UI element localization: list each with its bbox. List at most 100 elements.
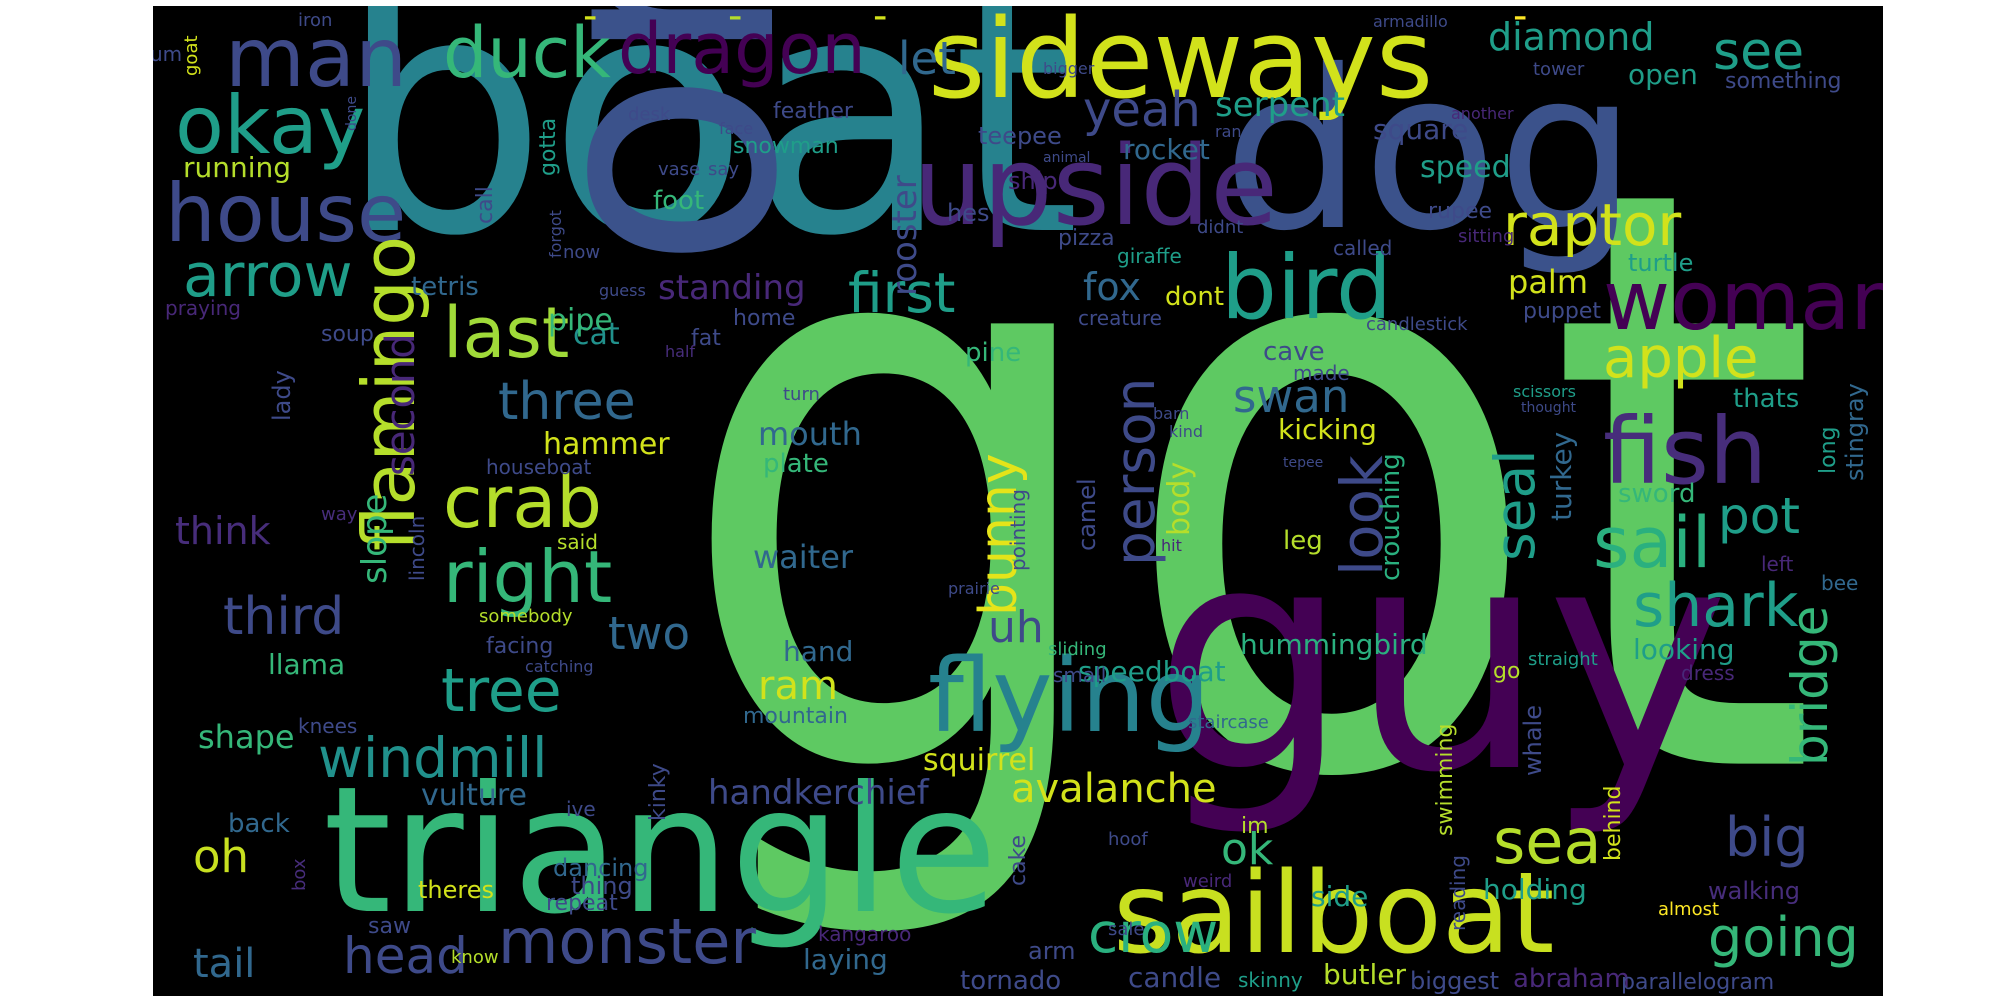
word-head: head [343, 927, 468, 985]
word-shape: shape [198, 718, 295, 756]
word-walking: walking [1708, 877, 1801, 905]
word-animal: animal [1043, 150, 1091, 166]
word-ok: ok [1221, 824, 1274, 875]
word-bee: bee [1821, 571, 1859, 595]
word-thats: thats [1733, 384, 1800, 414]
word-upside: upside [913, 122, 1278, 250]
word-way: way [321, 504, 358, 525]
word-swan: swan [1233, 370, 1350, 423]
word-something: something [1725, 69, 1842, 94]
word-skinny: skinny [1238, 968, 1303, 992]
word-staircase: staircase [1188, 712, 1269, 733]
word-sale: sale [1108, 919, 1145, 940]
word-see: see [1713, 22, 1805, 82]
word-apple: apple [1603, 326, 1759, 391]
word-shark: shark [1633, 571, 1799, 641]
word-butler: butler [1323, 958, 1407, 991]
word-box: box [289, 858, 310, 891]
word-houseboat: houseboat [486, 455, 592, 479]
word-triangle: triangle [323, 750, 998, 953]
word-diamond: diamond [1488, 15, 1655, 59]
word-sideways: sideways [928, 6, 1434, 123]
word-scissors: scissors [1513, 382, 1576, 401]
word-fat: fat [691, 326, 721, 351]
word-repeat: repeat [546, 891, 618, 916]
word-now: now [563, 242, 601, 263]
word-pointing: pointing [1006, 489, 1030, 571]
word-catching: catching [525, 657, 594, 676]
word-saw: saw [368, 914, 411, 939]
word-vase: vase [658, 159, 701, 180]
word-crab: crab [443, 460, 603, 544]
word-half: half [665, 342, 696, 361]
word-dress: dress [1681, 661, 1735, 685]
word-dragon: dragon [618, 8, 866, 90]
word-goat: goat [181, 35, 202, 76]
word-woman: woman [1603, 254, 1883, 349]
word-teepee: teepee [978, 122, 1062, 150]
word-crouching: crouching [1376, 453, 1406, 581]
word-hand: hand [783, 635, 854, 668]
word-hammer: hammer [543, 427, 670, 462]
word-holding: holding [1483, 873, 1587, 906]
word-tepee: tepee [1283, 455, 1324, 471]
word-arrow: arrow [183, 241, 353, 311]
word-cake: cake [1006, 834, 1031, 886]
word-feather: feather [773, 99, 853, 124]
word-sailboat: sailboat [1113, 849, 1555, 979]
word-um: um [153, 42, 183, 66]
word-speedboat: speedboat [1078, 655, 1226, 688]
word-say: say [708, 159, 740, 180]
word-call: call [473, 186, 498, 224]
word-swimming: swimming [1433, 723, 1458, 836]
word-foot: foot [653, 186, 705, 216]
word-okay: okay [175, 79, 366, 172]
word-hes: hes [947, 199, 990, 227]
word-slope: slope [355, 493, 395, 584]
word-another: another [1451, 104, 1514, 123]
word-mouth: mouth [758, 415, 862, 453]
word-kinky: kinky [646, 763, 671, 821]
word-done: done [344, 96, 360, 131]
word-last: last [443, 292, 570, 374]
word-kind: kind [1169, 422, 1204, 441]
word-candlestick: candlestick [1366, 314, 1468, 335]
word-looking: looking [1633, 633, 1735, 666]
word-big: big [1725, 806, 1809, 869]
word-pipe: pipe [548, 303, 613, 338]
word-somebody: somebody [479, 606, 573, 627]
word-waiter: waiter [753, 538, 854, 576]
word-thought: thought [1521, 400, 1577, 416]
word-made: made [1293, 361, 1350, 385]
word-squirrel: squirrel [923, 743, 1036, 778]
word-leg: leg [1283, 526, 1323, 556]
word-behind: behind [1601, 785, 1626, 861]
word-hummingbird: hummingbird [1240, 628, 1428, 661]
word-hit: hit [1161, 536, 1182, 555]
word-running: running [183, 151, 292, 184]
word-tetris: tetris [411, 272, 479, 302]
word-guess: guess [599, 281, 646, 300]
word-crow: crow [1088, 901, 1219, 965]
word-go: go [1493, 659, 1521, 684]
word-first: first [848, 261, 956, 325]
word-arm: arm [1028, 937, 1076, 965]
word-bigger: bigger [1043, 59, 1095, 78]
word-small: small [1053, 663, 1107, 687]
word-stingray: stingray [1841, 383, 1869, 481]
word-monster: monster [498, 905, 756, 978]
word-right: right [443, 535, 613, 619]
word-puppet: puppet [1523, 299, 1601, 324]
word-dash: - [583, 6, 598, 39]
word-fox: fox [1083, 265, 1141, 309]
word-biggest: biggest [1410, 967, 1500, 995]
word-boat: boat [338, 6, 1081, 308]
word-got: got [673, 17, 1821, 955]
word-face: face [719, 119, 754, 138]
word-tree: tree [441, 656, 562, 726]
word-praying: praying [165, 296, 241, 320]
word-reading: reading [1446, 855, 1470, 931]
word-pot: pot [1718, 487, 1800, 545]
word-giraffe: giraffe [1117, 244, 1182, 268]
word-bridge: bridge [1781, 605, 1839, 766]
